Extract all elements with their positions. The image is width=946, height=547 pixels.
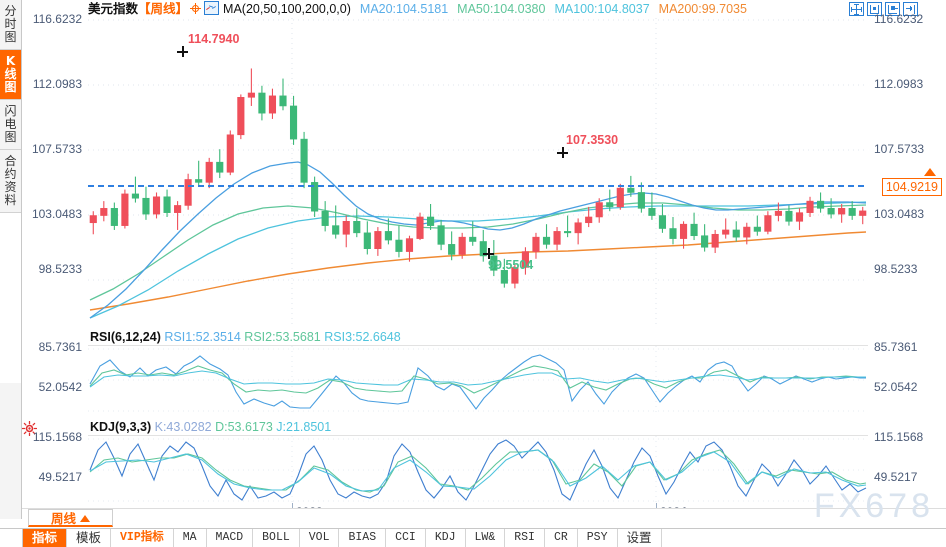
- zoom-out-icon[interactable]: [867, 2, 882, 16]
- main-y-label-1: 112.0983: [32, 77, 82, 91]
- main-y-label-4: 98.5233: [38, 262, 82, 276]
- tab-psy[interactable]: PSY: [578, 529, 618, 547]
- rsi-header: RSI(6,12,24) RSI1:52.3514 RSI2:53.5681 R…: [90, 329, 401, 345]
- kdj-y-label-1: 49.5217: [38, 470, 82, 484]
- tab-kdj[interactable]: KDJ: [426, 529, 466, 547]
- sidebar-filler: [0, 213, 21, 383]
- tab-lwr[interactable]: LW&: [466, 529, 506, 547]
- rsi-y-label-right-0: 85.7361: [874, 340, 918, 354]
- main-y-label-right-1: 112.0983: [874, 77, 924, 91]
- kdj-y-label-0: 115.1568: [32, 430, 82, 444]
- indicator-toolbar: 指标 模板 VIP指标 MA MACD BOLL VOL BIAS CCI KD…: [0, 528, 946, 547]
- tab-ma[interactable]: MA: [174, 529, 207, 547]
- kdj-svg: [88, 436, 868, 504]
- ma-indicator-icon[interactable]: [204, 1, 220, 15]
- kdj-title: KDJ(9,3,3): [90, 420, 152, 434]
- kdj-header: KDJ(9,3,3) K:43.0282 D:53.6173 J:21.8501: [90, 419, 331, 435]
- rsi-pane-divider: [88, 345, 868, 346]
- period-selector-label: 周线: [50, 511, 76, 526]
- secondary-high-crosshair-marker: [557, 147, 568, 158]
- legend-ma20: MA20:104.5181: [359, 2, 449, 16]
- instrument-name: 美元指数: [88, 1, 139, 16]
- scroll-right-icon[interactable]: [903, 2, 918, 16]
- x-tick-2024: [656, 503, 657, 511]
- kdj-pane-divider: [88, 435, 868, 436]
- period-label: 【周线】: [138, 1, 189, 16]
- tab-boll[interactable]: BOLL: [253, 529, 300, 547]
- tab-rsi[interactable]: RSI: [505, 529, 545, 547]
- kdj-legend-k: K:43.0282: [154, 420, 212, 434]
- period-strip: 周线: [22, 508, 946, 529]
- x-tick-2023: [292, 503, 293, 511]
- fx678-watermark: FX678: [813, 487, 934, 525]
- last-price-badge: 104.9219: [881, 178, 942, 196]
- legend-ma100: MA100:104.8037: [554, 2, 650, 16]
- main-price-pane[interactable]: [88, 18, 868, 328]
- chart-legend-bar: 美元指数【周线】 MA(20,50,100,200,0,0) MA20:104.51…: [88, 0, 946, 18]
- rsi-legend-2: RSI2:53.5681: [244, 330, 321, 344]
- high-crosshair-marker: [177, 46, 188, 57]
- kdj-legend-d: D:53.6173: [215, 420, 273, 434]
- kdj-y-label-right-0: 115.1568: [874, 430, 924, 444]
- tab-bias[interactable]: BIAS: [339, 529, 387, 547]
- tab-indicators[interactable]: 指标: [23, 529, 68, 547]
- last-price-marker-triangle: [924, 168, 936, 176]
- rsi-y-label-0: 85.7361: [38, 340, 82, 354]
- zoom-in-icon[interactable]: [885, 2, 900, 16]
- legend-ma200: MA200:99.7035: [658, 2, 747, 16]
- kdj-pane[interactable]: KDJ(9,3,3) K:43.0282 D:53.6173 J:21.8501: [88, 420, 868, 504]
- main-y-label-3: 103.0483: [31, 207, 82, 221]
- rsi-title: RSI(6,12,24): [90, 330, 161, 344]
- chart-control-buttons: [849, 2, 918, 16]
- settings-sun-icon[interactable]: [22, 421, 37, 436]
- chart-secondary-high-annotation: 107.3530: [566, 133, 619, 147]
- candlestick-svg: [88, 18, 868, 328]
- kdj-legend-j: J:21.8501: [276, 420, 332, 434]
- left-sidebar: 分时图 K线图 闪电图 合约资料: [0, 0, 22, 519]
- chart-high-annotation: 114.7940: [188, 32, 240, 46]
- low-crosshair-marker: [483, 248, 494, 259]
- rsi-y-label-right-1: 52.0542: [874, 380, 918, 394]
- tab-vol[interactable]: VOL: [300, 529, 340, 547]
- crosshair-target-icon[interactable]: [190, 3, 202, 14]
- period-selector-button[interactable]: 周线: [28, 509, 113, 527]
- ma-formula-label: MA(20,50,100,200,0,0): [223, 2, 351, 16]
- main-y-label-0: 116.6232: [32, 12, 82, 26]
- chart-low-annotation: 99.5504: [488, 258, 534, 272]
- toolbar-spacer: [662, 529, 946, 547]
- tab-settings[interactable]: 设置: [618, 529, 662, 547]
- rsi-svg: [88, 346, 868, 414]
- crosshair-move-icon[interactable]: [849, 2, 864, 16]
- rsi-legend-1: RSI1:52.3514: [164, 330, 241, 344]
- main-y-label-right-4: 98.5233: [874, 262, 918, 276]
- main-y-label-right-2: 107.5733: [874, 142, 925, 156]
- main-y-label-right-3: 103.0483: [874, 207, 925, 221]
- tab-vip-indicators[interactable]: VIP指标: [111, 529, 174, 547]
- period-up-triangle-icon: [80, 515, 90, 522]
- main-y-label-2: 107.5733: [31, 142, 82, 156]
- tab-macd[interactable]: MACD: [207, 529, 254, 547]
- rsi-pane[interactable]: RSI(6,12,24) RSI1:52.3514 RSI2:53.5681 R…: [88, 330, 868, 414]
- rsi-y-label-1: 52.0542: [38, 380, 82, 394]
- tab-cci[interactable]: CCI: [386, 529, 426, 547]
- sidebar-item-lightning-chart[interactable]: 闪电图: [0, 100, 21, 150]
- main-y-label-right-0: 116.6232: [874, 12, 924, 26]
- sidebar-item-contract-info[interactable]: 合约资料: [0, 150, 21, 213]
- kdj-y-label-right-1: 49.5217: [874, 470, 918, 484]
- rsi-legend-3: RSI3:52.6648: [324, 330, 401, 344]
- last-price-line: [88, 185, 864, 187]
- sidebar-item-timeshare-chart[interactable]: 分时图: [0, 0, 21, 50]
- tab-templates[interactable]: 模板: [67, 529, 112, 547]
- tab-cr[interactable]: CR: [545, 529, 578, 547]
- legend-ma50: MA50:104.0380: [457, 2, 546, 16]
- sidebar-item-candlestick-chart[interactable]: K线图: [0, 50, 21, 100]
- toolbar-left-pad: [0, 529, 23, 547]
